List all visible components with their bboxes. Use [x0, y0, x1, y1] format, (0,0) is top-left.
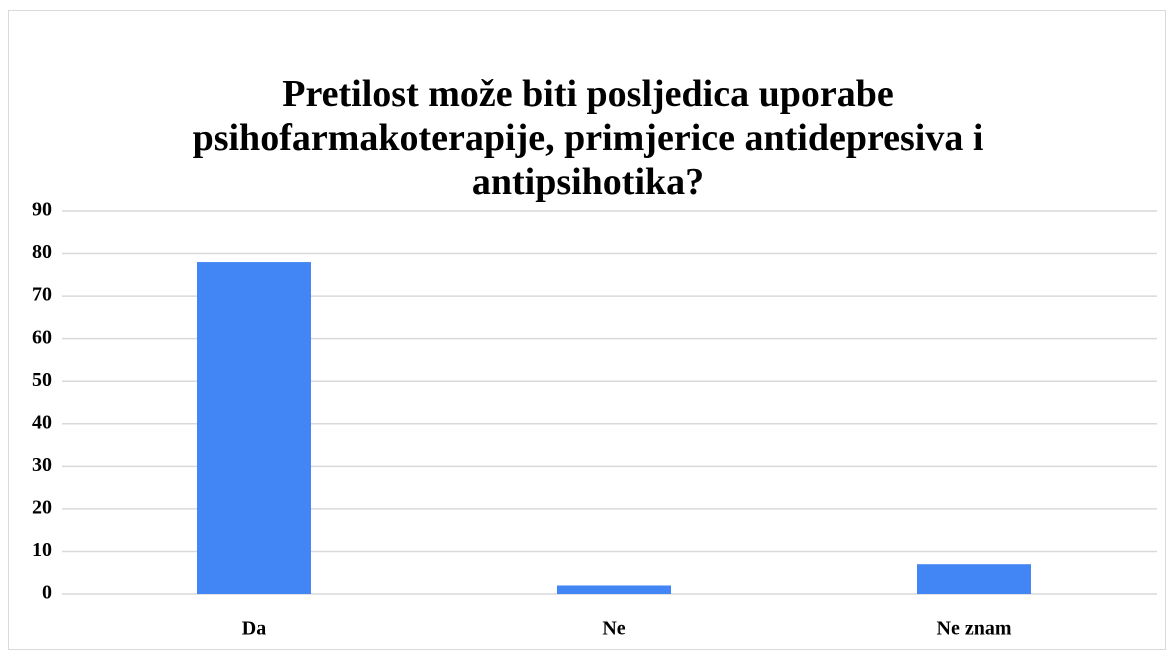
y-tick-label: 60	[32, 326, 52, 348]
y-tick-label: 90	[32, 199, 52, 221]
y-tick-label: 40	[32, 411, 52, 433]
chart-frame	[8, 10, 1166, 650]
y-tick-label: 10	[32, 539, 52, 561]
y-tick-label: 0	[42, 582, 52, 604]
y-tick-label: 20	[32, 496, 52, 518]
y-tick-label: 70	[32, 284, 52, 306]
x-tick-label: Da	[242, 618, 266, 640]
x-tick-label: Ne	[602, 618, 625, 640]
bar	[557, 585, 671, 594]
y-tick-label: 30	[32, 454, 52, 476]
y-tick-label: 80	[32, 241, 52, 263]
x-tick-label: Ne znam	[937, 618, 1012, 640]
bar	[197, 262, 311, 594]
bar	[917, 564, 1031, 594]
chart-title: Pretilost može biti posljedica uporabe p…	[192, 73, 984, 203]
y-tick-label: 50	[32, 369, 52, 391]
